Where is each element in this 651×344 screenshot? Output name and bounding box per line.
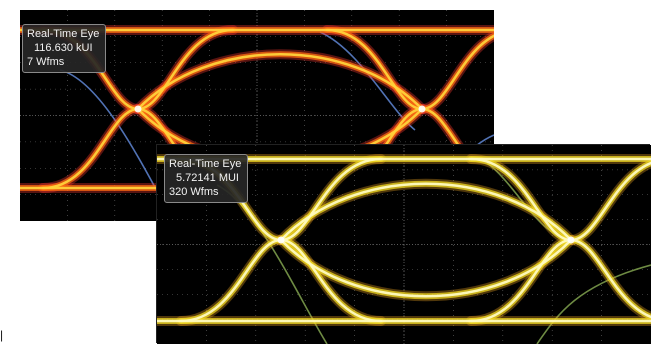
readout-waveform-count: 7 Wfms bbox=[27, 56, 65, 68]
measurement-readout-back: Real-Time Eye 116.630 kUI 7 Wfms bbox=[22, 24, 107, 73]
measurement-readout-front: Real-Time Eye 5.72141 MUI 320 Wfms bbox=[164, 154, 249, 203]
trace-upper-lobe bbox=[136, 53, 424, 111]
trace-upper-lobe bbox=[279, 182, 573, 242]
readout-ui-count: 116.630 kUI bbox=[34, 42, 93, 54]
crossing-point bbox=[277, 236, 285, 244]
eye-diagram-panel-front: Real-Time Eye 5.72141 MUI 320 Wfms bbox=[157, 145, 651, 344]
readout-label: Real-Time Eye bbox=[27, 28, 100, 40]
trace-lower-lobe bbox=[279, 238, 573, 298]
crossing-point bbox=[418, 105, 426, 113]
corner-mark: | bbox=[0, 328, 4, 342]
eye-diagram-plot-front bbox=[157, 145, 651, 344]
stray-trace bbox=[536, 264, 651, 344]
crossing-point bbox=[134, 105, 142, 113]
crossing-point bbox=[567, 236, 575, 244]
readout-waveform-count: 320 Wfms bbox=[169, 186, 219, 198]
eye-traces bbox=[157, 154, 651, 344]
readout-label: Real-Time Eye bbox=[169, 158, 242, 170]
readout-ui-count: 5.72141 MUI bbox=[176, 172, 239, 184]
